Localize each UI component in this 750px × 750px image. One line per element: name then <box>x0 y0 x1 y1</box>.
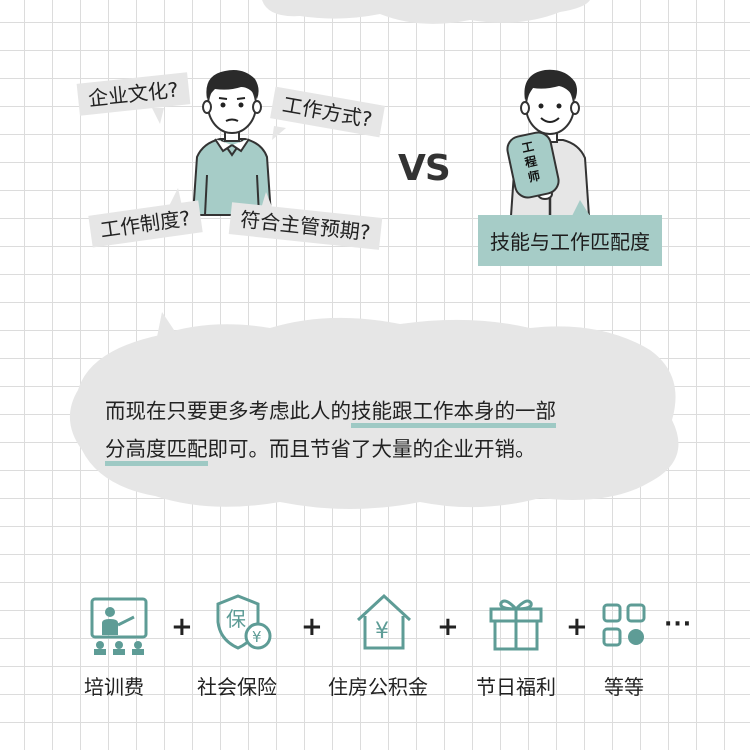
question-bubble-expectation: 符合主管预期? <box>228 202 382 250</box>
benefit-label-insurance: 社会保险 <box>197 675 277 699</box>
cloud-text-highlight: 技能跟工作本身的一部 <box>351 399 556 428</box>
insurance-shield-icon: 保 ¥ <box>216 594 272 650</box>
bubble-tail <box>152 108 164 124</box>
plus-sign: + <box>566 612 588 642</box>
house-fund-icon: ¥ <box>356 593 412 650</box>
benefit-label-housing-fund: 住房公积金 <box>328 675 428 699</box>
skill-match-tag: 技能与工作匹配度 <box>478 215 662 266</box>
speech-cloud <box>69 312 679 509</box>
benefit-label-holiday: 节日福利 <box>476 675 556 699</box>
top-cloud <box>262 0 590 24</box>
plus-sign: + <box>437 612 459 642</box>
confused-man-illustration <box>191 70 273 216</box>
bubble-tail <box>168 188 182 208</box>
bubble-tail <box>260 192 274 212</box>
svg-text:保: 保 <box>226 607 246 631</box>
question-bubble-system: 工作制度? <box>88 200 203 248</box>
benefit-label-training: 培训费 <box>84 675 144 699</box>
grid-more-icon <box>602 603 646 647</box>
gift-icon <box>489 599 543 651</box>
svg-text:¥: ¥ <box>252 628 262 646</box>
svg-text:¥: ¥ <box>375 619 389 644</box>
skill-tag-tail <box>572 200 590 216</box>
ellipsis: ··· <box>664 612 693 637</box>
cloud-text-highlight: 分高度匹配 <box>105 437 208 466</box>
question-bubble-culture: 企业文化? <box>76 72 190 116</box>
benefit-label-etc: 等等 <box>604 675 644 699</box>
cloud-paragraph: 而现在只要更多考虑此人的技能跟工作本身的一部 分高度匹配即可。而且节省了大量的企… <box>105 392 655 468</box>
bubble-tail <box>272 126 286 140</box>
vs-label: VS <box>398 148 451 189</box>
cloud-text-normal: 即可。而且节省了大量的企业开销。 <box>207 437 536 461</box>
plus-sign: + <box>171 612 193 642</box>
plus-sign: + <box>301 612 323 642</box>
cloud-text-normal: 而现在只要更多考虑此人的 <box>105 399 351 423</box>
training-icon <box>90 597 148 655</box>
